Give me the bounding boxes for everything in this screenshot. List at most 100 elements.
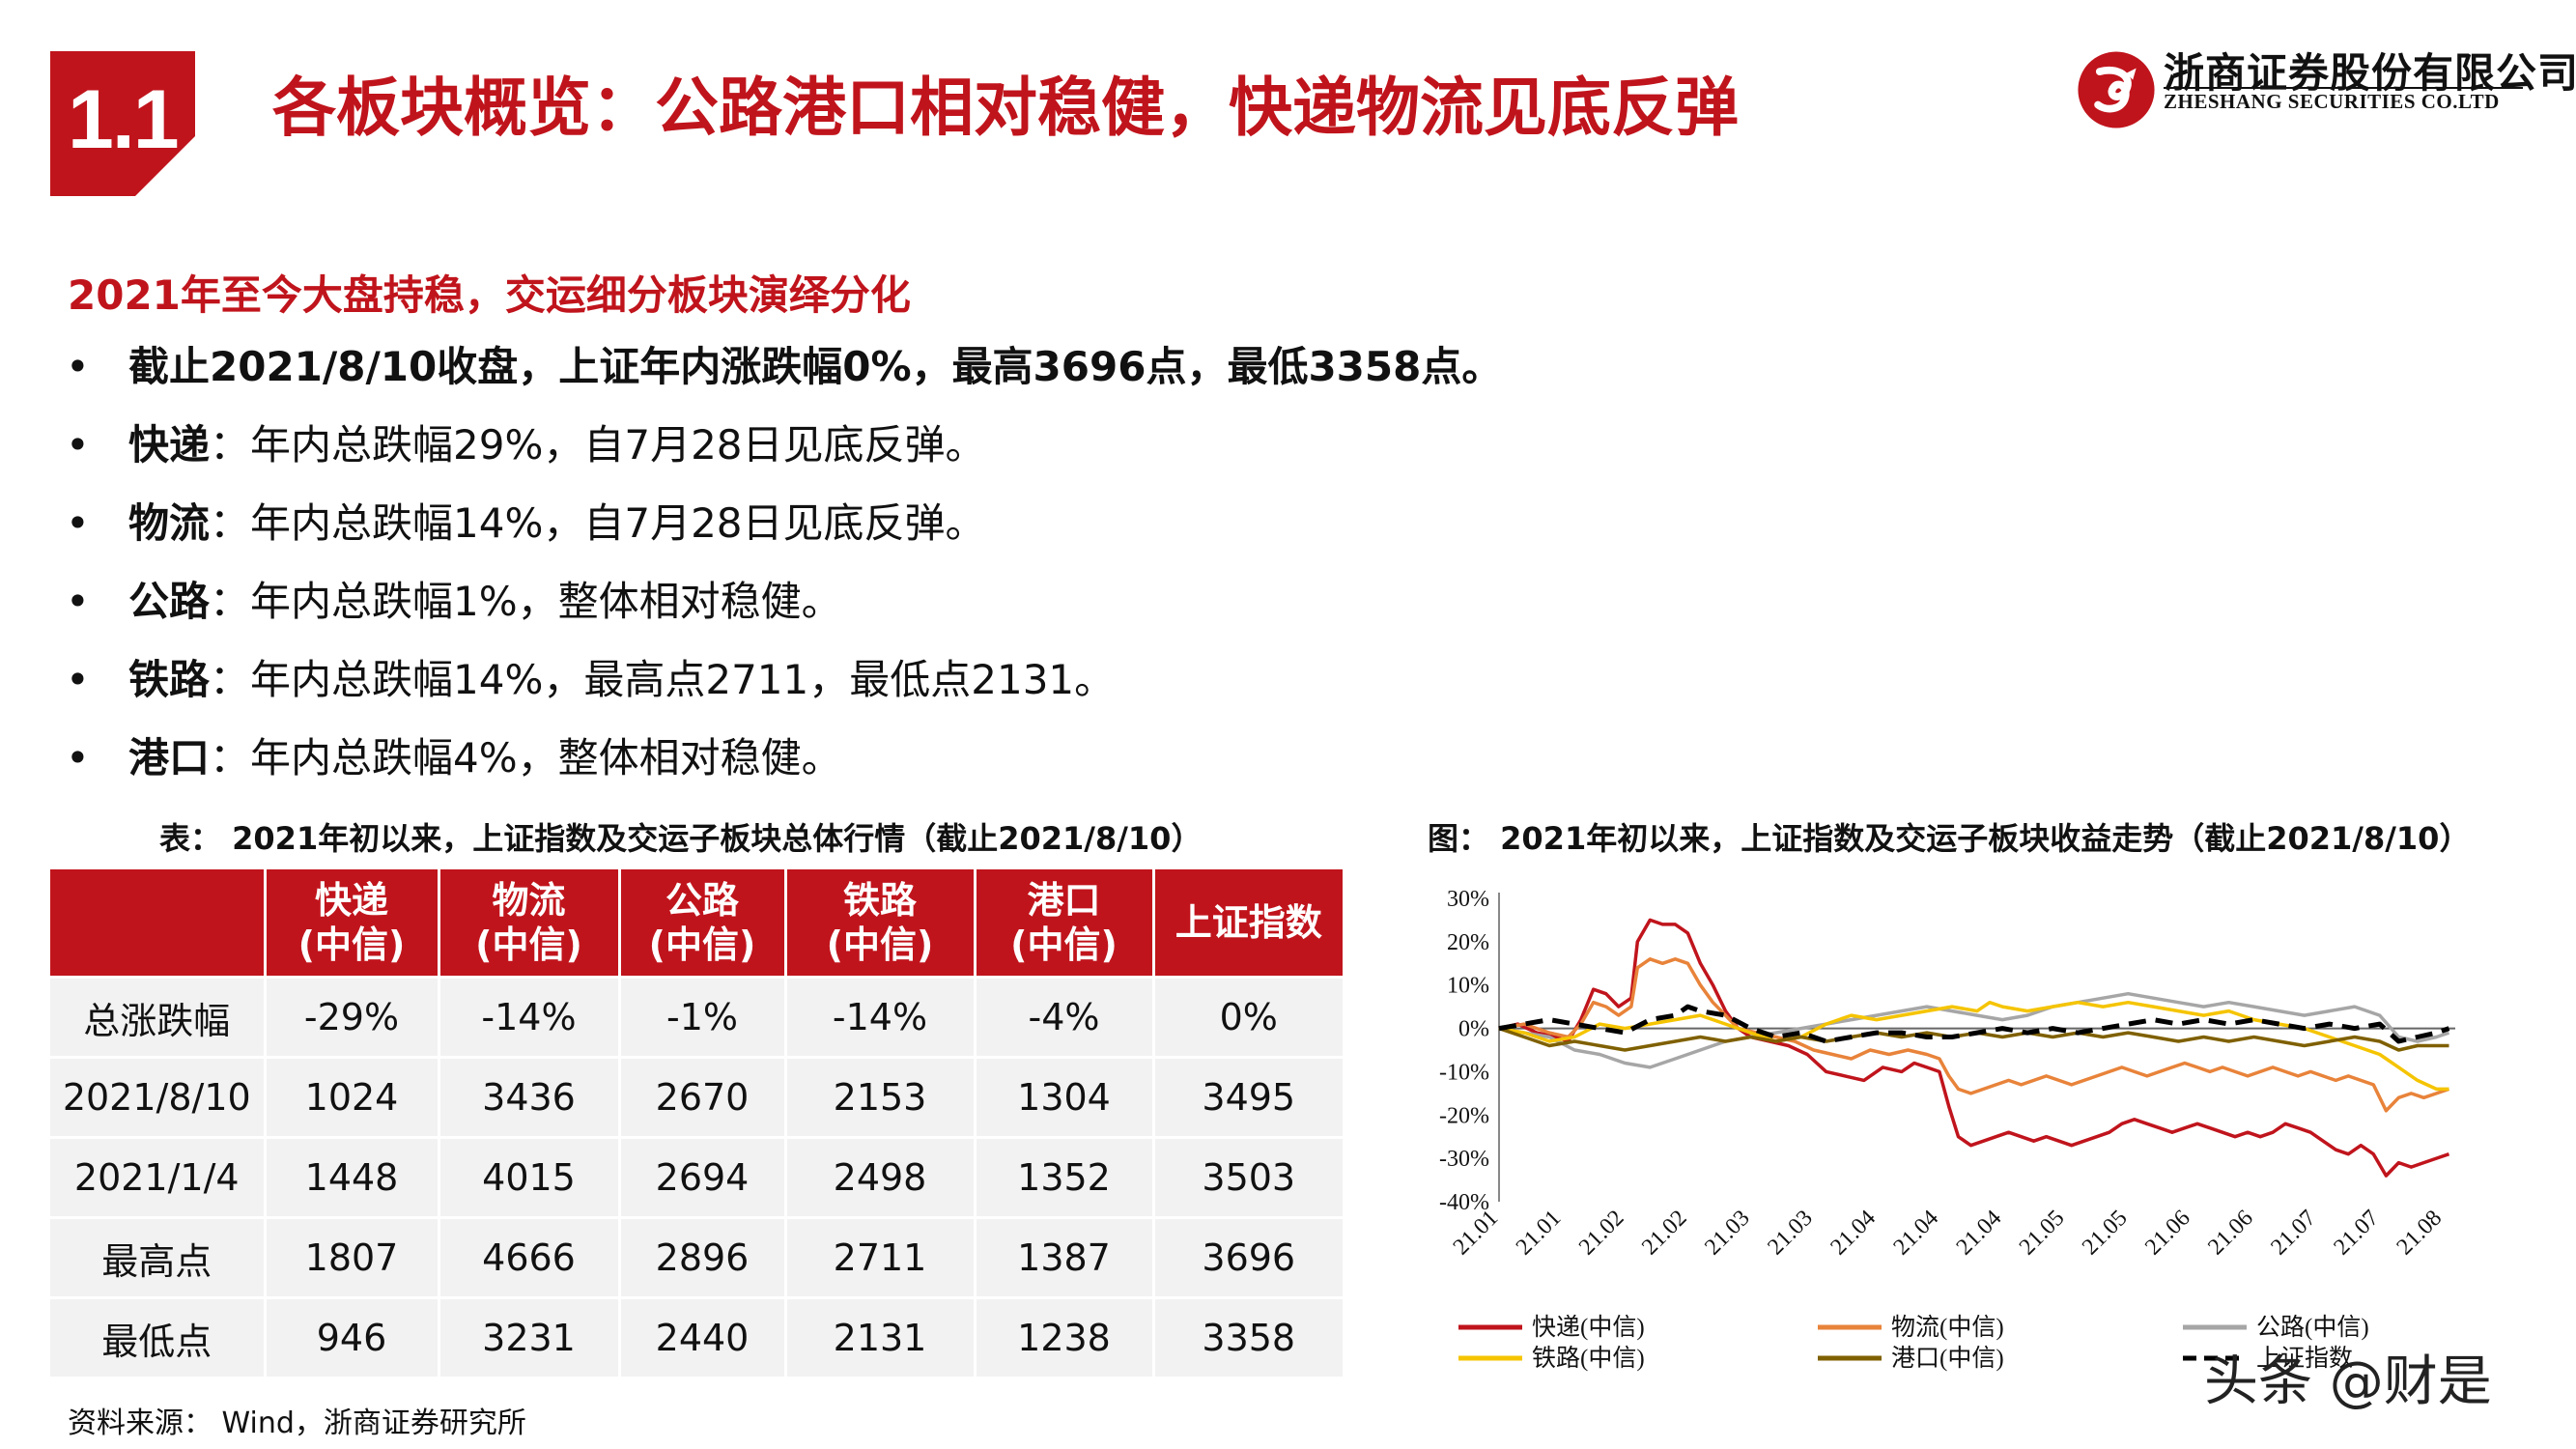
table-row-label: 2021/1/4 [50, 1136, 267, 1218]
y-tick-label: -10% [1439, 1060, 1489, 1085]
table-cell: 946 [265, 1296, 440, 1377]
table-cell: 1807 [265, 1216, 440, 1298]
table-cell: 3436 [439, 1056, 621, 1138]
table-header-highway: 公路 (中信) [619, 869, 787, 978]
table-cell: -4% [975, 976, 1155, 1058]
table-row-label: 总涨跌幅 [50, 976, 267, 1058]
x-tick-label: 21.06 [2203, 1206, 2258, 1261]
market-table: 快递 (中信) 物流 (中信) 公路 (中信) 铁路 (中信) 港口 (中信) 上证指数 … [50, 869, 1343, 1377]
header-line2: (中信) [648, 923, 756, 966]
table-cell: 1387 [975, 1216, 1155, 1298]
table-row-label: 最低点 [50, 1296, 267, 1377]
header-line1: 公路 [665, 879, 739, 922]
x-tick-label: 21.04 [1826, 1206, 1881, 1261]
bullet-text: 公路：年内总跌幅1%，整体相对稳健。 [128, 573, 842, 631]
header-line1: 港口 [1027, 879, 1101, 922]
table-cell: 4666 [439, 1216, 621, 1298]
x-tick-label: 21.04 [1952, 1206, 2007, 1261]
table-cell: 2711 [785, 1216, 977, 1298]
logo-divider [2164, 87, 2523, 89]
table-row: 最低点 946 3231 2440 2131 1238 3358 [50, 1296, 1343, 1377]
header-line2: (中信) [826, 923, 934, 966]
bullet-key: 港口 [128, 734, 211, 781]
watermark-text: 头条 @财是 [2204, 1350, 2492, 1413]
series-line-4 [1498, 1026, 2449, 1052]
bullet-dot: • [66, 734, 90, 781]
chart-caption: 图： 2021年初以来，上证指数及交运子板块收益走势（截止2021/8/10） [1428, 820, 2471, 857]
table-cell: 2131 [785, 1296, 977, 1377]
series-line-2 [1498, 991, 2450, 1069]
badge-corner-notch [135, 136, 195, 196]
company-name-en: ZHESHANG SECURITIES CO.LTD [2164, 90, 2500, 113]
table-header-port: 港口 (中信) [975, 869, 1155, 978]
bullet-key: 公路 [128, 578, 211, 625]
x-tick-label: 21.07 [2266, 1206, 2321, 1261]
legend-label: 快递(中信) [1532, 1314, 1645, 1341]
table-cell: 1448 [265, 1136, 440, 1218]
x-tick-label: 21.04 [1889, 1206, 1944, 1261]
header-line2: (中信) [475, 923, 582, 966]
table-cell: 1352 [975, 1136, 1155, 1218]
table-caption: 表： 2021年初以来，上证指数及交运子板块总体行情（截止2021/8/10） [159, 820, 1203, 857]
table-row: 2021/1/4 1448 4015 2694 2498 1352 3503 [50, 1136, 1343, 1218]
bullet-text: 铁路：年内总跌幅14%，最高点2711，最低点2131。 [128, 651, 1115, 709]
bullet-dot: • [66, 343, 90, 390]
bullet-detail: ：年内总跌幅1%，整体相对稳健。 [210, 578, 842, 625]
header-line1: 上证指数 [1175, 901, 1322, 944]
x-tick-label: 21.03 [1763, 1206, 1818, 1261]
x-tick-label: 21.02 [1637, 1206, 1692, 1261]
bullet-detail: ：年内总跌幅14%，最高点2711，最低点2131。 [210, 656, 1116, 703]
table-header-railway: 铁路 (中信) [785, 869, 977, 978]
zheshang-logo-icon [2078, 51, 2155, 128]
header-line1: 快递 [314, 879, 388, 922]
table-cell: 3358 [1153, 1296, 1343, 1377]
x-tick-label: 21.05 [2015, 1206, 2070, 1261]
bullet-key: 快递 [128, 421, 211, 469]
x-tick-label: 21.03 [1700, 1206, 1755, 1261]
table-cell: 3696 [1153, 1216, 1343, 1298]
series-line-0 [1498, 918, 2450, 1178]
bullet-detail: ：年内总跌幅14%，自7月28日见底反弹。 [210, 499, 986, 547]
header-line2: (中信) [1010, 923, 1118, 966]
bullet-dot: • [66, 421, 90, 469]
series-line-5 [1498, 1004, 2450, 1044]
table-header-blank [50, 869, 267, 978]
table-cell: -14% [439, 976, 621, 1058]
table-cell: 2498 [785, 1136, 977, 1218]
table-header-express: 快递 (中信) [265, 869, 440, 978]
bullet-dot: • [66, 578, 90, 625]
bullet-key: 铁路 [128, 656, 211, 703]
y-tick-label: 0% [1458, 1017, 1489, 1042]
table-cell: 2440 [619, 1296, 787, 1377]
bullet-detail: ：年内总跌幅4%，整体相对稳健。 [210, 734, 842, 781]
table-body: 总涨跌幅 -29% -14% -1% -14% -4% 0% 2021/8/10 1024 343… [50, 976, 1343, 1377]
y-tick-label: 20% [1447, 930, 1489, 955]
y-tick-label: 30% [1447, 887, 1489, 912]
bullet-dot: • [66, 499, 90, 547]
table-row-label: 最高点 [50, 1216, 267, 1298]
legend-label: 铁路(中信) [1532, 1345, 1645, 1372]
section-badge: 1.1 [50, 51, 195, 196]
bullet-text: 港口：年内总跌幅4%，整体相对稳健。 [128, 729, 842, 787]
y-tick-label: -30% [1439, 1147, 1489, 1172]
table-header-row: 快递 (中信) 物流 (中信) 公路 (中信) 铁路 (中信) 港口 (中信) 上证指数 [50, 869, 1343, 978]
x-tick-label: 21.02 [1574, 1206, 1629, 1261]
table-row: 2021/8/10 1024 3436 2670 2153 1304 3495 [50, 1056, 1343, 1138]
table-cell: 2670 [619, 1056, 787, 1138]
table-cell: -29% [265, 976, 440, 1058]
table-header-sse-index: 上证指数 [1153, 869, 1343, 978]
table-cell: 2694 [619, 1136, 787, 1218]
y-tick-label: 10% [1447, 974, 1489, 999]
table-cell: 3503 [1153, 1136, 1343, 1218]
table-row-label: 2021/8/10 [50, 1056, 267, 1138]
table-row: 最高点 1807 4666 2896 2711 1387 3696 [50, 1216, 1343, 1298]
table-cell: 0% [1153, 976, 1343, 1058]
header-line2: (中信) [297, 923, 406, 966]
bullet-text: 截止2021/8/10收盘，上证年内涨跌幅0%，最高3696点，最低3358点。 [128, 343, 1503, 390]
table-cell: -1% [619, 976, 787, 1058]
table-cell: 4015 [439, 1136, 621, 1218]
legend-label: 物流(中信) [1891, 1314, 2004, 1341]
legend-label: 公路(中信) [2256, 1314, 2369, 1341]
series-line-1 [1498, 957, 2450, 1113]
x-tick-label: 21.07 [2330, 1206, 2385, 1261]
